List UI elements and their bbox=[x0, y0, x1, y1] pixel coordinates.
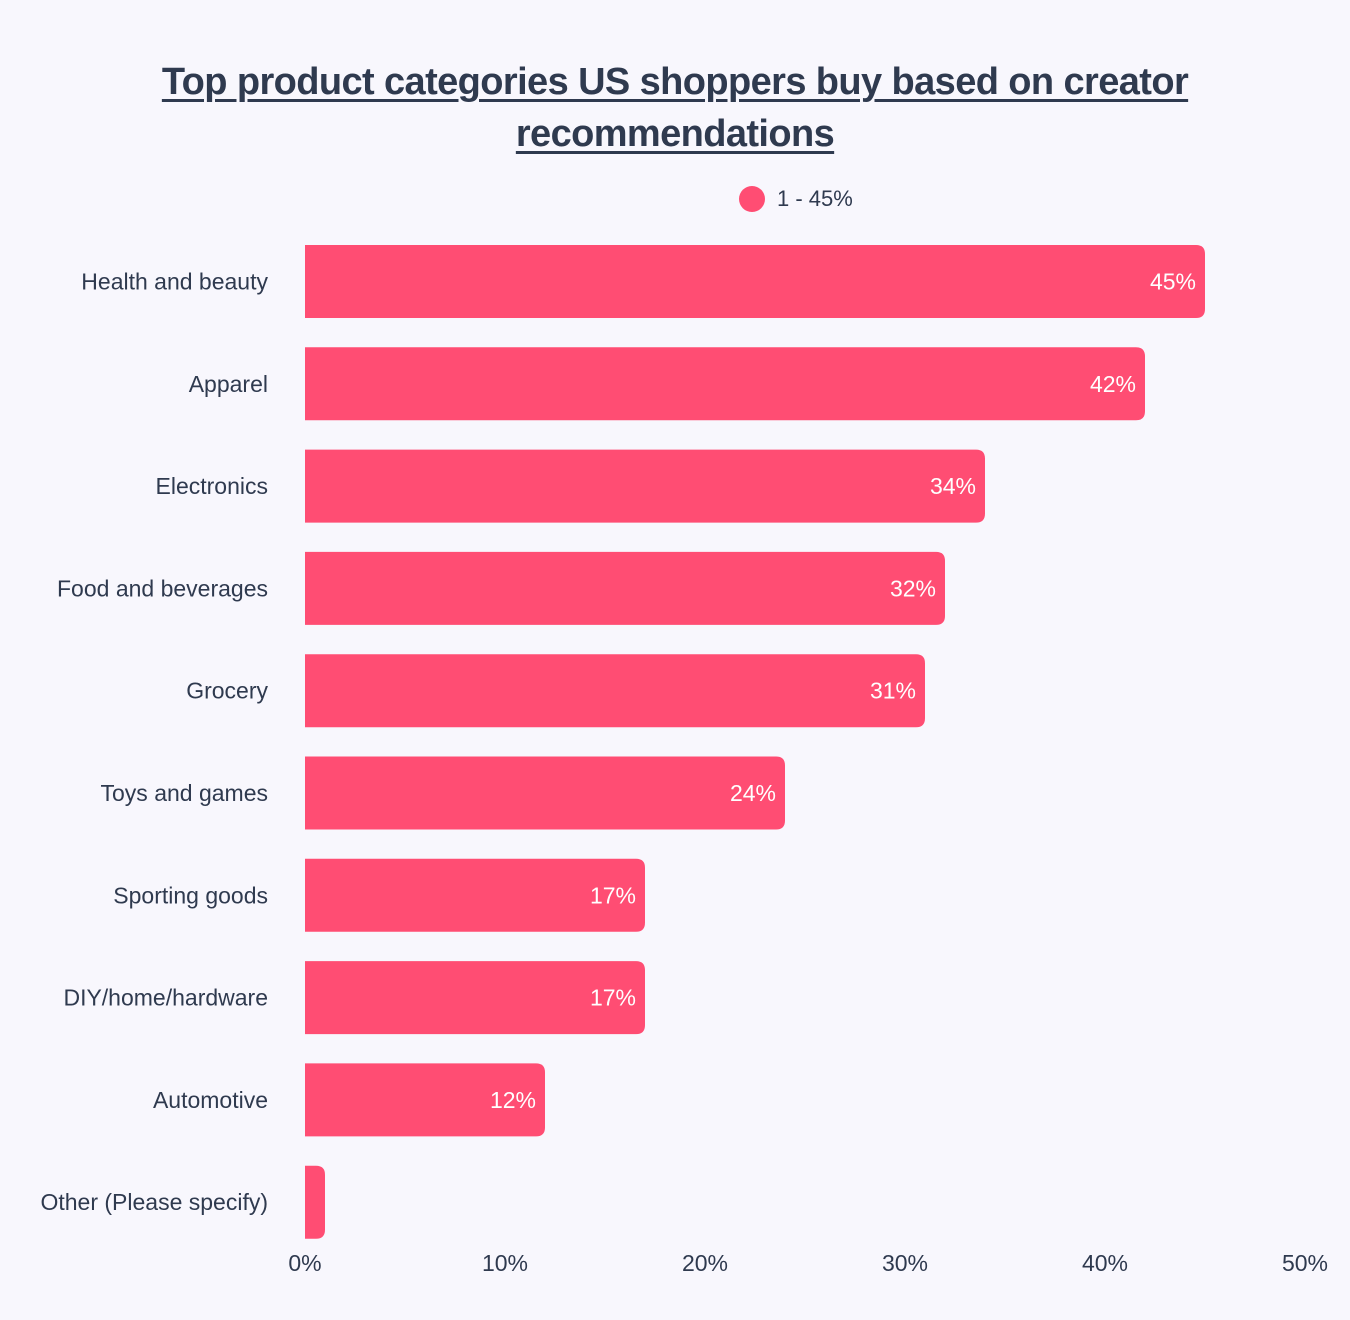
category-labels-group: Health and beauty Apparel Electronics Food … bbox=[40, 269, 268, 1216]
category-label-electronics: Electronics bbox=[156, 473, 268, 499]
category-label-food-and-beverages: Food and beverages bbox=[57, 575, 268, 601]
value-labels-group: 45% 42% 34% 32% 31% 24% 17% 17% 12% bbox=[490, 269, 1196, 1113]
bar-toys-and-games bbox=[305, 756, 785, 830]
bar-food-and-beverages bbox=[305, 551, 945, 625]
legend: 1 - 45% bbox=[739, 185, 853, 213]
bar-diy-home-hardware bbox=[305, 961, 645, 1035]
category-label-health-and-beauty: Health and beauty bbox=[81, 269, 268, 295]
bar-grocery bbox=[305, 654, 925, 728]
value-label-diy-home-hardware: 17% bbox=[590, 985, 636, 1011]
bar-apparel bbox=[305, 347, 1145, 421]
value-label-sporting-goods: 17% bbox=[590, 882, 636, 908]
value-label-automotive: 12% bbox=[490, 1087, 536, 1113]
value-label-apparel: 42% bbox=[1090, 371, 1136, 397]
category-label-other-please-specify: Other (Please specify) bbox=[40, 1189, 268, 1215]
bar-automotive bbox=[305, 1063, 545, 1137]
x-tick-label: 0% bbox=[288, 1250, 321, 1276]
chart-title: Top product categories US shoppers buy b… bbox=[161, 61, 1189, 155]
value-label-food-and-beverages: 32% bbox=[890, 575, 936, 601]
bars-group bbox=[305, 245, 1205, 1239]
legend-swatch bbox=[739, 186, 765, 212]
bar-other-please-specify bbox=[305, 1165, 325, 1239]
bar-electronics bbox=[305, 449, 985, 523]
x-tick-label: 10% bbox=[482, 1250, 528, 1276]
value-label-toys-and-games: 24% bbox=[730, 780, 776, 806]
category-label-automotive: Automotive bbox=[153, 1087, 268, 1113]
x-tick-label: 20% bbox=[682, 1250, 728, 1276]
bar-health-and-beauty bbox=[305, 245, 1205, 318]
bar-sporting-goods bbox=[305, 858, 645, 932]
x-tick-label: 50% bbox=[1282, 1250, 1328, 1276]
x-tick-label: 40% bbox=[1082, 1250, 1128, 1276]
category-label-apparel: Apparel bbox=[189, 371, 268, 397]
value-label-health-and-beauty: 45% bbox=[1150, 269, 1196, 295]
x-axis-ticks-group: 0% 10% 20% 30% 40% 50% bbox=[288, 1250, 1328, 1276]
category-label-sporting-goods: Sporting goods bbox=[113, 882, 268, 908]
category-label-toys-and-games: Toys and games bbox=[101, 780, 268, 806]
legend-label: 1 - 45% bbox=[777, 186, 853, 211]
category-label-grocery: Grocery bbox=[186, 678, 268, 704]
value-label-grocery: 31% bbox=[870, 678, 916, 704]
category-label-diy-home-hardware: DIY/home/hardware bbox=[63, 985, 268, 1011]
value-label-electronics: 34% bbox=[930, 473, 976, 499]
x-tick-label: 30% bbox=[882, 1250, 928, 1276]
